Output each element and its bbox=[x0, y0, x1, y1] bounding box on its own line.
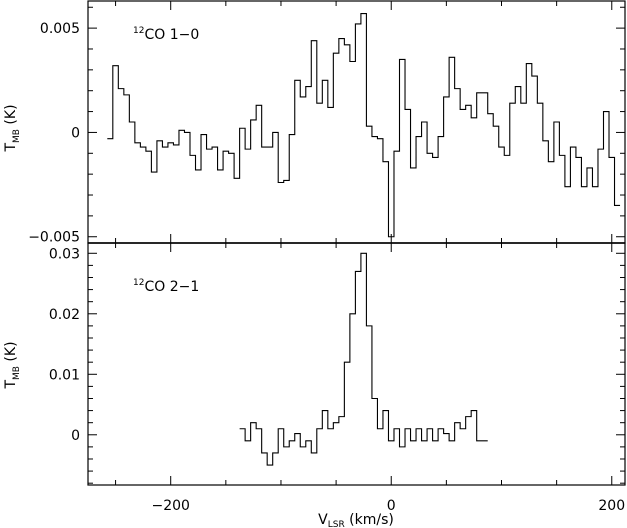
x-tick-label: 200 bbox=[598, 498, 625, 514]
tick-labels: −0.005 0 0.005 0 0.01 0.02 0.03 −200 0 200 bbox=[28, 21, 625, 514]
y-tick-label: 0 bbox=[71, 125, 80, 141]
y-axis-label-bottom: TMB (K) bbox=[3, 341, 22, 389]
spectrum-line-co-1-0 bbox=[107, 12, 621, 238]
y-tick-label: 0.02 bbox=[49, 307, 80, 323]
y-axis-label-top: TMB (K) bbox=[3, 104, 22, 152]
axis-ticks bbox=[88, 1, 625, 485]
y-tick-label: 0 bbox=[71, 428, 80, 444]
y-tick-label: −0.005 bbox=[28, 230, 80, 246]
x-axis-label: VLSR (km/s) bbox=[318, 512, 394, 528]
x-tick-label: −200 bbox=[151, 498, 189, 514]
spectrum-line-co-2-1 bbox=[239, 252, 488, 466]
y-tick-label: 0.005 bbox=[40, 21, 80, 37]
x-tick-label: 0 bbox=[387, 498, 396, 514]
y-tick-label: 0.01 bbox=[49, 367, 80, 383]
panel-label-co-2-1: 12CO 2−1 bbox=[133, 278, 199, 295]
y-tick-label: 0.03 bbox=[49, 246, 80, 262]
panel-label-co-1-0: 12CO 1−0 bbox=[133, 26, 199, 43]
